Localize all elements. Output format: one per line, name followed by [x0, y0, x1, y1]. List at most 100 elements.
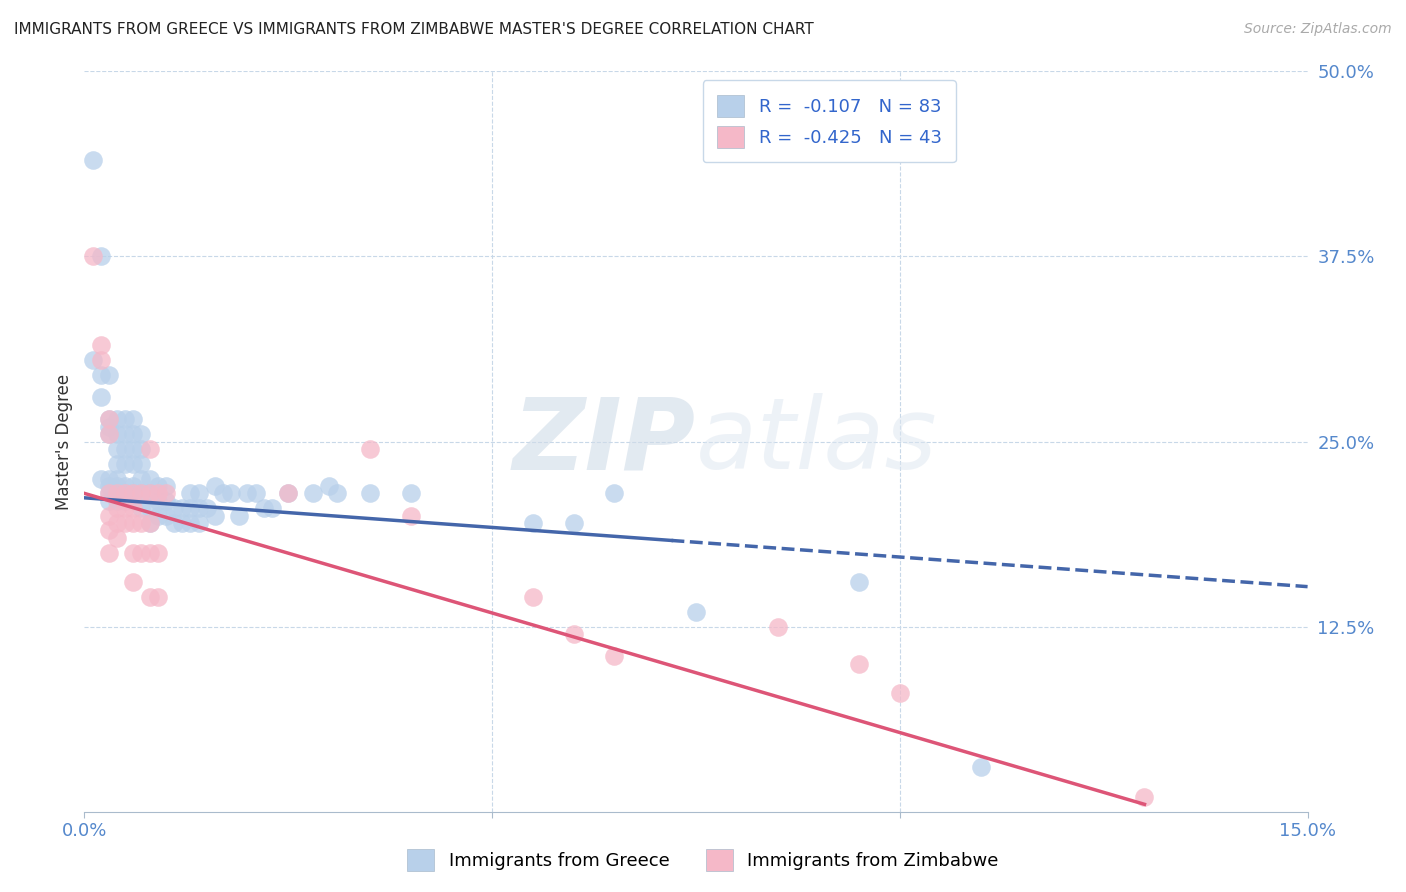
Point	[146, 590, 169, 604]
Point	[848, 657, 870, 671]
Point	[122, 546, 145, 560]
Text: atlas: atlas	[696, 393, 938, 490]
Point	[97, 486, 120, 500]
Point	[105, 412, 128, 426]
Point	[253, 501, 276, 516]
Point	[122, 486, 145, 500]
Point	[155, 486, 177, 500]
Point	[155, 508, 177, 523]
Point	[122, 442, 145, 456]
Point	[277, 486, 299, 500]
Point	[114, 479, 136, 493]
Point	[138, 516, 160, 530]
Point	[187, 516, 209, 530]
Point	[138, 501, 160, 516]
Point	[105, 457, 128, 471]
Point	[318, 479, 340, 493]
Point	[131, 486, 153, 500]
Point	[114, 457, 136, 471]
Point	[163, 501, 186, 516]
Point	[1133, 789, 1156, 804]
Point	[90, 471, 112, 485]
Point	[138, 516, 160, 530]
Point	[848, 575, 870, 590]
Point	[277, 486, 299, 500]
Point	[90, 353, 112, 368]
Point	[105, 471, 128, 485]
Point	[146, 546, 169, 560]
Point	[82, 353, 104, 368]
Point	[97, 412, 120, 426]
Point	[146, 508, 169, 523]
Point	[105, 516, 128, 530]
Point	[97, 479, 120, 493]
Point	[97, 427, 120, 442]
Point	[105, 531, 128, 545]
Point	[82, 250, 104, 264]
Point	[138, 486, 160, 500]
Point	[97, 368, 120, 382]
Point	[97, 546, 120, 560]
Point	[179, 501, 201, 516]
Point	[114, 427, 136, 442]
Point	[172, 501, 194, 516]
Point	[179, 516, 201, 530]
Point	[195, 501, 218, 516]
Point	[155, 493, 177, 508]
Point	[146, 479, 169, 493]
Point	[122, 457, 145, 471]
Point	[131, 471, 153, 485]
Point	[90, 338, 112, 352]
Point	[179, 486, 201, 500]
Point	[105, 501, 128, 516]
Point	[90, 368, 112, 382]
Point	[260, 501, 283, 516]
Point	[522, 590, 544, 604]
Point	[685, 605, 707, 619]
Point	[359, 486, 381, 500]
Point	[163, 516, 186, 530]
Point	[131, 442, 153, 456]
Point	[122, 427, 145, 442]
Point	[146, 493, 169, 508]
Point	[114, 486, 136, 500]
Point	[187, 486, 209, 500]
Point	[122, 479, 145, 493]
Point	[105, 486, 128, 500]
Point	[138, 486, 160, 500]
Point	[522, 516, 544, 530]
Point	[90, 390, 112, 404]
Point	[105, 486, 128, 500]
Point	[204, 508, 226, 523]
Point	[122, 501, 145, 516]
Point	[301, 486, 323, 500]
Point	[97, 493, 120, 508]
Point	[114, 486, 136, 500]
Point	[131, 457, 153, 471]
Point	[122, 575, 145, 590]
Point	[97, 508, 120, 523]
Point	[359, 442, 381, 456]
Legend: Immigrants from Greece, Immigrants from Zimbabwe: Immigrants from Greece, Immigrants from …	[401, 842, 1005, 879]
Point	[138, 442, 160, 456]
Point	[131, 501, 153, 516]
Point	[204, 479, 226, 493]
Point	[146, 486, 169, 500]
Point	[236, 486, 259, 500]
Point	[97, 427, 120, 442]
Point	[122, 516, 145, 530]
Point	[603, 486, 626, 500]
Point	[399, 486, 422, 500]
Point	[228, 508, 250, 523]
Point	[122, 493, 145, 508]
Point	[562, 516, 585, 530]
Point	[766, 619, 789, 633]
Legend: R =  -0.107   N = 83, R =  -0.425   N = 43: R = -0.107 N = 83, R = -0.425 N = 43	[703, 80, 956, 162]
Point	[889, 686, 911, 700]
Text: IMMIGRANTS FROM GREECE VS IMMIGRANTS FROM ZIMBABWE MASTER'S DEGREE CORRELATION C: IMMIGRANTS FROM GREECE VS IMMIGRANTS FRO…	[14, 22, 814, 37]
Point	[245, 486, 267, 500]
Point	[97, 471, 120, 485]
Text: ZIP: ZIP	[513, 393, 696, 490]
Point	[97, 486, 120, 500]
Point	[138, 471, 160, 485]
